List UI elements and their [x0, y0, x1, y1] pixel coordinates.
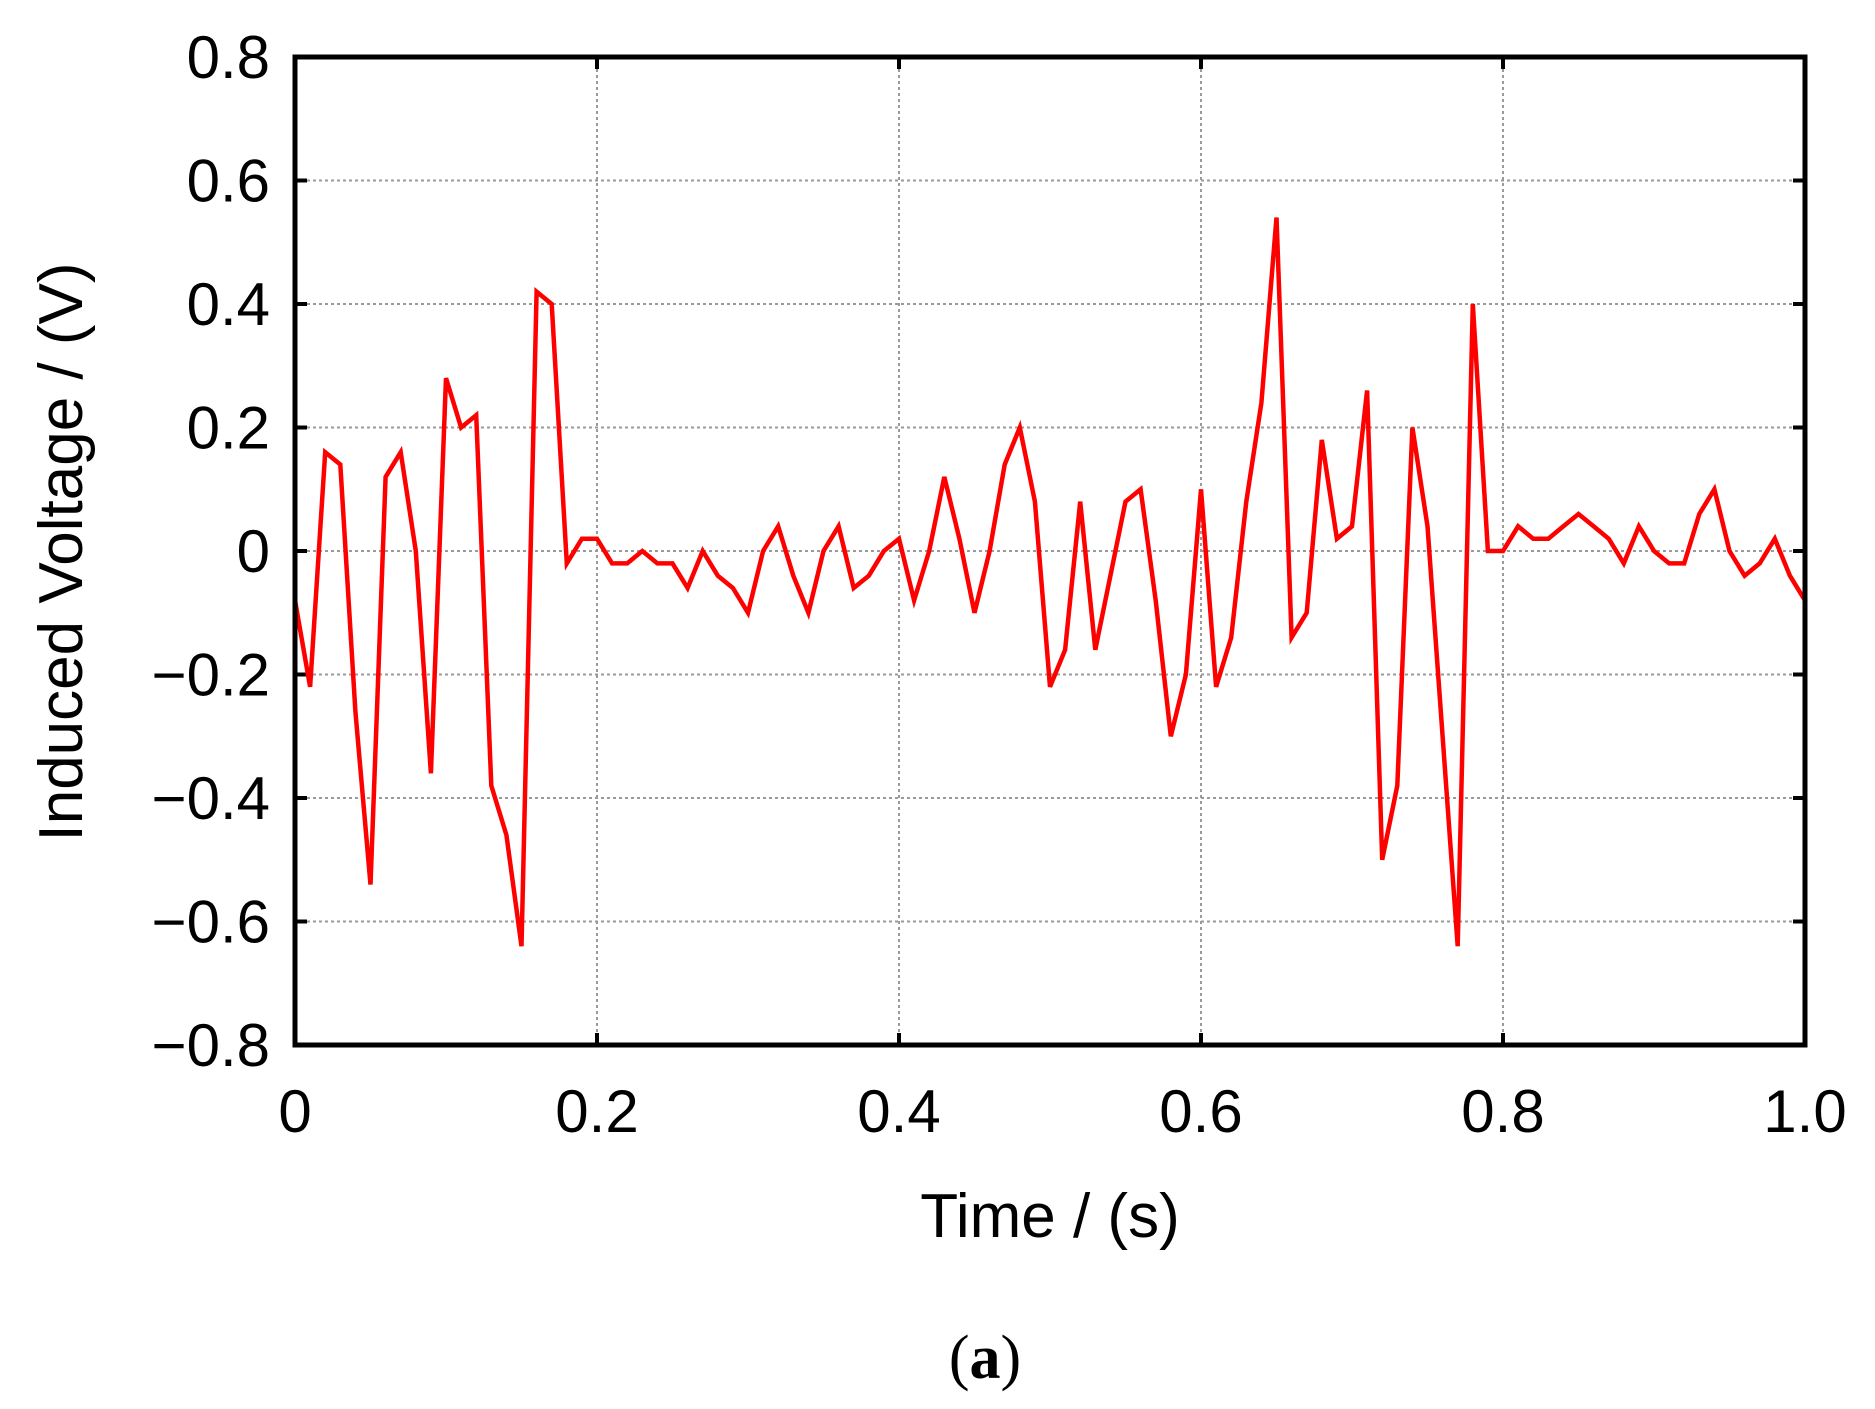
x-tick-labels: 0 0.2 0.4 0.6 0.8 1.0 [278, 1078, 1846, 1145]
y-tick-label: 0 [237, 518, 270, 585]
x-tick-label: 0.8 [1461, 1078, 1544, 1145]
x-tick-label: 0.4 [857, 1078, 940, 1145]
panel-letter: a [970, 1324, 1001, 1392]
y-tick-label: −0.2 [152, 642, 270, 709]
series-line [292, 217, 1807, 947]
y-tick-label: −0.8 [152, 1012, 270, 1079]
x-axis-label: Time / (s) [920, 1182, 1179, 1251]
x-tick-label: 0.6 [1159, 1078, 1242, 1145]
y-tick-label: 0.4 [187, 271, 270, 338]
y-tick-labels: −0.8 −0.6 −0.4 −0.2 0 0.2 0.4 0.6 0.8 [152, 24, 270, 1079]
y-tick-label: −0.6 [152, 889, 270, 956]
y-tick-label: 0.2 [187, 395, 270, 462]
y-tick-label: 0.6 [187, 148, 270, 215]
x-tick-label: 1.0 [1763, 1078, 1846, 1145]
panel-label: (a) [949, 1324, 1021, 1392]
plot-frame [292, 54, 1808, 1048]
y-tick-label: 0.8 [187, 24, 270, 91]
y-axis-label: Induced Voltage / (V) [27, 262, 96, 841]
y-tick-label: −0.4 [152, 765, 270, 832]
x-tick-label: 0.2 [555, 1078, 638, 1145]
x-tick-label: 0 [278, 1078, 311, 1145]
